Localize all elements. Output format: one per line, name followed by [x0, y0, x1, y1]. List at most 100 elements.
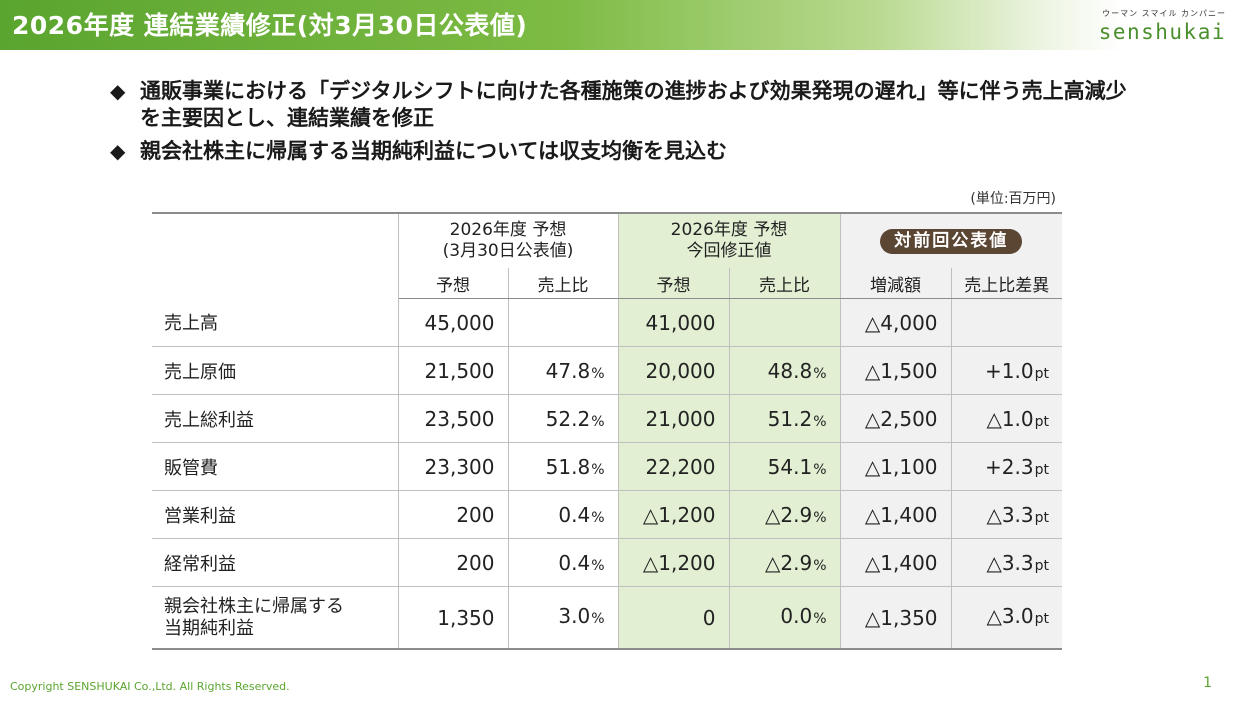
cell-value: +1.0 [985, 358, 1034, 383]
cell-value: △1,200 [642, 502, 716, 527]
diamond-bullet-icon: ◆ [110, 79, 126, 103]
percent-unit: % [813, 611, 827, 627]
row-label-header [152, 212, 399, 299]
rev-forecast-cell: 22,200 [618, 442, 730, 491]
pt-unit: pt [1034, 413, 1050, 430]
pt-unit: pt [1034, 557, 1050, 574]
rev-ratio-cell [729, 298, 841, 347]
group-previous-forecast: 2026年度 予想 (3月30日公表値) [398, 212, 619, 268]
row-label: 経常利益 [164, 553, 236, 575]
logo-tagline: ウーマン スマイル カンパニー [1102, 9, 1226, 18]
row-label: 売上原価 [164, 361, 236, 383]
ratio-diff-cell: △3.3pt [951, 490, 1063, 539]
header-bar: 2026年度 連結業績修正(対3月30日公表値) ウーマン スマイル カンパニー… [0, 0, 1248, 50]
cell-value: 21,000 [645, 406, 716, 431]
table-row: 売上総利益 23,500 52.2% 21,000 51.2% △2,500 △1.0pt [152, 394, 1063, 443]
ratio-diff-cell [951, 298, 1063, 347]
group-vs-previous: 対前回公表値 [840, 212, 1063, 268]
row-label-line1: 親会社株主に帰属する [164, 595, 344, 617]
cell-value: △2,500 [864, 406, 938, 431]
row-label: 売上高 [164, 313, 218, 335]
percent-unit: % [813, 557, 827, 574]
rev-ratio-cell: 54.1% [729, 442, 841, 491]
diamond-bullet-icon: ◆ [110, 139, 126, 163]
rev-ratio-cell: △2.9% [729, 490, 841, 539]
prev-forecast-cell: 200 [398, 490, 509, 539]
ratio-diff-cell: △1.0pt [951, 394, 1063, 443]
bullet-item: ◆ 親会社株主に帰属する当期純利益については収支均衡を見込む [110, 138, 1130, 165]
change-cell: △1,400 [840, 490, 952, 539]
table-row: 売上原価 21,500 47.8% 20,000 48.8% △1,500 +1.0pt [152, 346, 1063, 395]
rev-ratio-cell: 51.2% [729, 394, 841, 443]
percent-unit: % [813, 461, 827, 478]
percent-unit: % [591, 413, 605, 430]
cell-value: 0 [702, 605, 716, 630]
rev-ratio-cell: 0.0% [729, 586, 841, 650]
cell-value: 48.8 [767, 358, 813, 383]
page-number: 1 [1203, 675, 1212, 691]
table-row: 販管費 23,300 51.8% 22,200 54.1% △1,100 +2.3pt [152, 442, 1063, 491]
rev-forecast-cell: 41,000 [618, 298, 730, 347]
bullet-text: 通販事業における「デジタルシフトに向けた各種施策の進捗および効果発現の遅れ」等に… [140, 79, 1127, 130]
row-label-cell: 売上総利益 [152, 394, 399, 443]
cell-value: 52.2 [545, 406, 591, 431]
vs-previous-badge: 対前回公表値 [880, 228, 1023, 254]
change-cell: △1,350 [840, 586, 952, 650]
cell-value: △2.9 [765, 502, 813, 527]
change-cell: △2,500 [840, 394, 952, 443]
cell-value: 54.1 [767, 454, 813, 479]
prev-forecast-cell: 1,350 [398, 586, 509, 650]
col-rev-ratio: 売上比 [729, 268, 841, 299]
cell-value: 0.4 [558, 502, 591, 527]
cell-value: 0.4 [558, 550, 591, 575]
table-row: 経常利益 200 0.4% △1,200 △2.9% △1,400 △3.3pt [152, 538, 1063, 587]
cell-value: 1,350 [437, 605, 495, 630]
pt-unit: pt [1034, 365, 1050, 382]
cell-value: 200 [456, 502, 495, 527]
cell-value: 200 [456, 550, 495, 575]
results-table: 2026年度 予想 (3月30日公表値) 2026年度 予想 今回修正値 対前回… [152, 212, 1063, 650]
row-label: 売上総利益 [164, 409, 254, 431]
cell-value: △3.0 [986, 604, 1034, 628]
rev-ratio-cell: 48.8% [729, 346, 841, 395]
group-revised-line1: 2026年度 予想 [670, 220, 788, 240]
table-group-header: 2026年度 予想 (3月30日公表値) 2026年度 予想 今回修正値 対前回… [152, 212, 1063, 299]
cell-value: 0.0 [780, 604, 813, 628]
ratio-diff-cell: +1.0pt [951, 346, 1063, 395]
change-cell: △1,400 [840, 538, 952, 587]
page-title: 2026年度 連結業績修正(対3月30日公表値) [12, 11, 528, 40]
prev-ratio-cell: 0.4% [508, 490, 619, 539]
pt-unit: pt [1034, 461, 1050, 478]
ratio-diff-cell: △3.3pt [951, 538, 1063, 587]
prev-ratio-cell [508, 298, 619, 347]
prev-ratio-cell: 47.8% [508, 346, 619, 395]
rev-forecast-cell: △1,200 [618, 538, 730, 587]
table-subheader: 予想 売上比 予想 売上比 増減額 売上比差異 [152, 268, 1063, 299]
prev-forecast-cell: 23,500 [398, 394, 509, 443]
table-body: 売上高 45,000 41,000 △4,000 売上原価 21,500 47.8% 20,0… [152, 298, 1063, 650]
cell-value: △4,000 [864, 310, 938, 335]
cell-value: △1,200 [642, 550, 716, 575]
cell-value: +2.3 [985, 454, 1034, 479]
group-previous-line2: (3月30日公表値) [442, 241, 574, 261]
prev-ratio-cell: 52.2% [508, 394, 619, 443]
group-revised-line2: 今回修正値 [686, 241, 772, 261]
col-prev-forecast: 予想 [398, 268, 509, 299]
cell-value: 23,300 [424, 454, 495, 479]
prev-ratio-cell: 3.0% [508, 586, 619, 650]
percent-unit: % [813, 365, 827, 382]
cell-value: △1,350 [864, 605, 938, 630]
cell-value: 22,200 [645, 454, 716, 479]
row-label-cell: 経常利益 [152, 538, 399, 587]
cell-value: △1,400 [864, 550, 938, 575]
cell-value: 45,000 [424, 310, 495, 335]
unit-note: (単位:百万円) [970, 191, 1056, 207]
percent-unit: % [591, 509, 605, 526]
rev-forecast-cell: 20,000 [618, 346, 730, 395]
cell-value: △2.9 [765, 550, 813, 575]
row-label: 販管費 [164, 457, 218, 479]
pt-unit: pt [1034, 509, 1050, 526]
rev-forecast-cell: 0 [618, 586, 730, 650]
table-row: 営業利益 200 0.4% △1,200 △2.9% △1,400 △3.3pt [152, 490, 1063, 539]
prev-forecast-cell: 45,000 [398, 298, 509, 347]
